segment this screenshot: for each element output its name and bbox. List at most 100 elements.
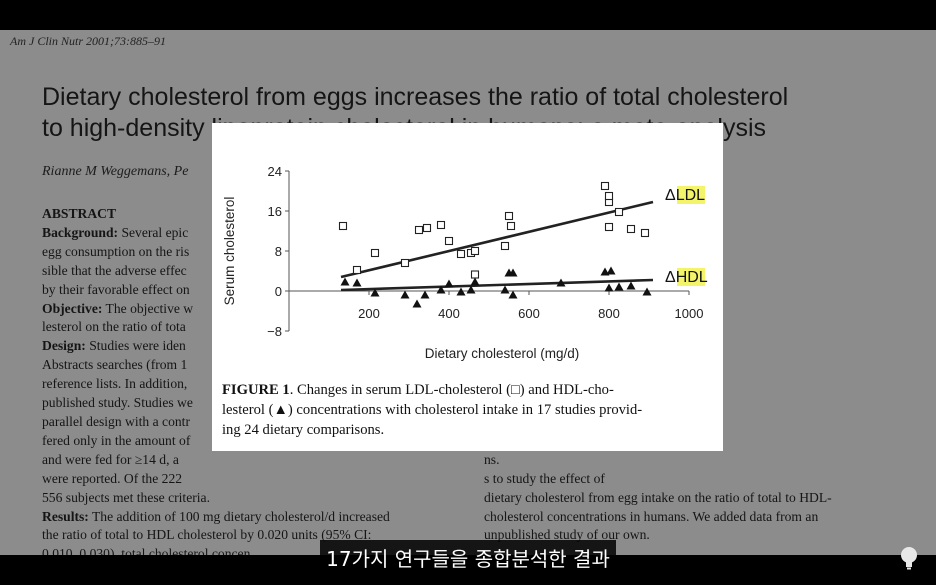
text-line: Background: Several epic — [42, 224, 452, 243]
y-axis-label: Serum cholesterol — [222, 197, 237, 306]
line-text: The addition of 100 mg dietary cholester… — [88, 508, 390, 524]
y-tick-label: 24 — [268, 164, 282, 179]
lightbulb-icon — [901, 547, 917, 570]
hdl-point — [466, 285, 476, 294]
hdl-point — [614, 282, 624, 291]
hdl-point — [412, 299, 422, 308]
text-line: and were fed for ≥14 d, a — [42, 451, 452, 470]
text-line: Design: Studies were iden — [42, 337, 452, 356]
ldl-point — [370, 248, 380, 258]
line-text: and were fed for ≥14 d, a — [42, 451, 179, 467]
figure-label: FIGURE 1 — [222, 382, 290, 398]
line-text: egg consumption on the ris — [42, 243, 190, 259]
line-text: the ratio of total to HDL cholesterol by… — [42, 527, 372, 543]
hdl-point — [436, 285, 446, 294]
title-line: Dietary cholesterol from eggs increases … — [42, 83, 789, 111]
line-text: published study. Studies we — [42, 395, 193, 411]
trend-line — [340, 200, 654, 279]
line-text: were reported. Of the 222 — [42, 470, 183, 486]
x-tick-label: 1000 — [675, 306, 704, 321]
line-text: Abstracts searches (from 1 — [42, 357, 188, 373]
abstract-column: ABSTRACT Background: Several epic egg cons… — [42, 205, 452, 555]
line-text: sible that the adverse effec — [42, 262, 187, 278]
series-label: ΔLDL — [665, 187, 705, 204]
ldl-point — [600, 181, 610, 191]
text-line: lesterol on the ratio of tota — [42, 318, 452, 337]
ldl-point — [456, 249, 466, 259]
line-text: 556 subjects met these criteria. — [42, 489, 210, 505]
ldl-point — [400, 258, 410, 268]
text-line: were reported. Of the 222 — [42, 470, 452, 489]
y-tick-label: 16 — [268, 204, 282, 219]
caption-text: ing 24 dietary comparisons. — [222, 422, 385, 438]
hdl-point — [606, 266, 616, 275]
text-line: unpublished study of our own. — [484, 527, 650, 543]
y-tick-label: 0 — [275, 284, 282, 299]
hdl-point — [470, 277, 480, 286]
line-text: fered only in the amount of — [42, 432, 191, 448]
scatter-chart: 24 16 8 0 −8 200 400 600 800 1000 Dietary choleste… — [222, 164, 708, 361]
ldl-point — [604, 191, 614, 201]
line-text: The objective w — [102, 300, 194, 316]
caption-line: FIGURE 1. Changes in serum LDL-cholester… — [222, 380, 714, 400]
ldl-point — [436, 220, 446, 230]
text-line: reference lists. In addition, — [42, 375, 452, 394]
line-text: Several epic — [118, 224, 189, 240]
text-line: fered only in the amount of — [42, 432, 452, 451]
text-line: ABSTRACT — [42, 205, 452, 224]
section-heading: Objective: — [42, 300, 103, 316]
ldl-point — [500, 241, 510, 251]
caption-line: ing 24 dietary comparisons. — [222, 420, 714, 440]
text-line: published study. Studies we — [42, 394, 452, 413]
x-tick-label: 800 — [598, 306, 620, 321]
hdl-point — [500, 285, 510, 294]
hdl-point — [420, 290, 430, 299]
figure-1: 24 16 8 0 −8 200 400 600 800 1000 Dietary choleste… — [212, 123, 723, 451]
text-line: 0.010, 0.030), total cholesterol concen — [42, 545, 452, 555]
text-line: parallel design with a contr — [42, 413, 452, 432]
line-text: reference lists. In addition, — [42, 376, 188, 392]
x-tick-label: 200 — [358, 306, 380, 321]
line-text: parallel design with a contr — [42, 413, 190, 429]
text-line: Results: The addition of 100 mg dietary … — [42, 508, 452, 527]
hdl-point — [556, 278, 566, 287]
line-text: 0.010, 0.030), total cholesterol concen — [42, 546, 251, 555]
section-heading: Design: — [42, 338, 86, 354]
ldl-point — [470, 270, 480, 279]
text-line: Objective: The objective w — [42, 300, 452, 319]
hdl-point — [400, 290, 410, 299]
subtitle-text: 17가지 연구들을 종합분석한 결과 — [320, 540, 616, 575]
line-text: lesterol on the ratio of tota — [42, 319, 186, 335]
journal-reference: Am J Clin Nutr 2001;73:885–91 — [10, 34, 166, 48]
paper-page: Am J Clin Nutr 2001;73:885–91 Dietary ch… — [0, 30, 936, 555]
x-tick-label: 600 — [518, 306, 540, 321]
y-tick-label: 8 — [275, 244, 282, 259]
text-line: s to study the effect of — [484, 470, 605, 486]
line-text: Studies were iden — [85, 338, 186, 354]
x-tick-label: 400 — [438, 306, 460, 321]
figure-caption: FIGURE 1. Changes in serum LDL-cholester… — [222, 380, 714, 440]
line-text: by their favorable effect on — [42, 281, 190, 297]
caption-line: lesterol (▲) concentrations with cholest… — [222, 400, 714, 420]
caption-text: lesterol (▲) concentrations with cholest… — [222, 402, 643, 418]
y-tick-label: −8 — [267, 324, 282, 339]
hdl-point — [340, 277, 350, 286]
hdl-point — [352, 278, 362, 287]
x-axis-label: Dietary cholesterol (mg/d) — [425, 346, 580, 361]
ldl-point — [338, 221, 348, 231]
label-highlight — [677, 186, 705, 204]
section-heading: Background: — [42, 224, 119, 240]
text-line: 556 subjects met these criteria. — [42, 489, 452, 508]
text-line: the ratio of total to HDL cholesterol by… — [42, 526, 452, 545]
text-line: sible that the adverse effec — [42, 262, 452, 281]
ldl-point — [604, 222, 614, 232]
hdl-point — [444, 279, 454, 288]
text-line: egg consumption on the ris — [42, 243, 452, 262]
hdl-point — [604, 283, 614, 292]
ldl-point — [422, 223, 432, 233]
ldl-point — [626, 224, 636, 234]
label-highlight — [677, 268, 705, 286]
ldl-point — [352, 265, 362, 275]
trend-line — [340, 278, 654, 292]
text-line: by their favorable effect on — [42, 281, 452, 300]
